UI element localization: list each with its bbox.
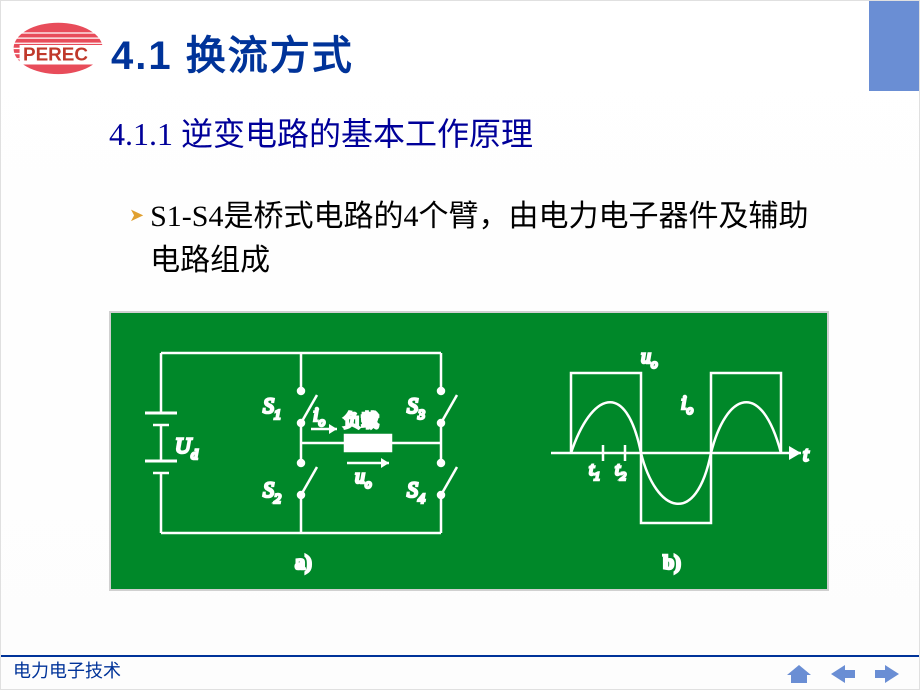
- bullet-marker-icon: ➤: [129, 205, 144, 226]
- svg-text:b): b): [663, 552, 681, 574]
- svg-text:S2: S2: [263, 477, 281, 507]
- slide: PEREC 4.1 换流方式 4.1.1 逆变电路的基本工作原理 ➤ S1-S4…: [0, 0, 920, 690]
- svg-text:t1: t1: [589, 459, 600, 483]
- svg-text:a): a): [295, 552, 312, 574]
- nav-controls: [785, 663, 901, 685]
- next-icon[interactable]: [873, 663, 901, 685]
- home-icon[interactable]: [785, 663, 813, 685]
- footer-divider: [1, 655, 919, 657]
- corner-accent: [869, 1, 919, 91]
- footer-title: 电力电子技术: [13, 657, 121, 683]
- svg-text:io: io: [313, 404, 326, 429]
- bullet-text: S1-S4是桥式电路的4个臂，由电力电子器件及辅助电路组成: [150, 195, 829, 282]
- svg-text:t: t: [803, 444, 809, 466]
- subsection-title: 4.1.1 逆变电路的基本工作原理: [109, 109, 533, 155]
- bullet-item: ➤ S1-S4是桥式电路的4个臂，由电力电子器件及辅助电路组成: [129, 195, 829, 282]
- svg-text:uo: uo: [355, 466, 372, 491]
- svg-text:uo: uo: [641, 346, 658, 371]
- section-title: 4.1 换流方式: [111, 23, 354, 81]
- svg-text:io: io: [681, 392, 694, 417]
- logo-text: PEREC: [23, 43, 88, 64]
- prev-icon[interactable]: [829, 663, 857, 685]
- svg-text:Ud: Ud: [175, 433, 199, 463]
- svg-text:S4: S4: [407, 477, 425, 507]
- svg-text:S3: S3: [407, 393, 425, 423]
- circuit-diagram: Ud S1 S2: [109, 311, 829, 591]
- svg-text:t2: t2: [615, 459, 626, 483]
- svg-text:负载: 负载: [343, 411, 379, 431]
- svg-text:S1: S1: [263, 393, 281, 423]
